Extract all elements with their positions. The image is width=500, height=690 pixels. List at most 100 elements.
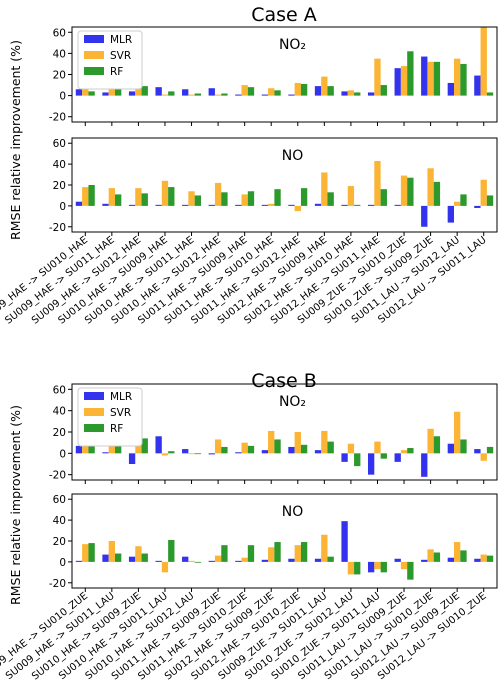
bar-rf bbox=[194, 195, 202, 206]
bar-mlr bbox=[208, 88, 215, 96]
bar-mlr bbox=[235, 204, 242, 206]
y-tick-label: 0 bbox=[59, 557, 66, 569]
bar-rf bbox=[486, 446, 494, 454]
bar-svr bbox=[321, 172, 328, 206]
bar-rf bbox=[327, 556, 334, 562]
bar-svr bbox=[294, 545, 301, 562]
bar-mlr bbox=[288, 558, 295, 562]
bar-mlr bbox=[182, 204, 189, 206]
bar-rf bbox=[88, 91, 95, 96]
bar-svr bbox=[480, 179, 487, 206]
bar-rf bbox=[221, 93, 228, 96]
bar-rf bbox=[221, 446, 228, 454]
legend-swatch-svr bbox=[84, 408, 104, 416]
bar-svr bbox=[135, 86, 142, 96]
bar-rf bbox=[300, 444, 308, 454]
bar-mlr bbox=[421, 56, 428, 96]
bar-mlr bbox=[341, 91, 348, 96]
bar-mlr bbox=[314, 558, 322, 562]
bar-svr bbox=[294, 432, 301, 454]
bar-mlr bbox=[261, 450, 269, 454]
y-tick-label: 0 bbox=[59, 201, 66, 213]
bar-svr bbox=[453, 542, 461, 562]
bar-svr bbox=[161, 453, 169, 456]
y-tick-label: -20 bbox=[49, 222, 66, 234]
bar-mlr bbox=[447, 557, 454, 562]
bar-svr bbox=[374, 441, 381, 454]
bar-rf bbox=[247, 445, 255, 454]
bar-svr bbox=[294, 82, 301, 96]
bar-svr bbox=[82, 544, 89, 562]
panel-label: NO bbox=[282, 148, 304, 164]
bar-svr bbox=[241, 442, 248, 454]
bar-svr bbox=[427, 549, 434, 562]
bar-mlr bbox=[102, 554, 109, 562]
bar-svr bbox=[108, 541, 116, 562]
bar-svr bbox=[321, 534, 328, 562]
bar-mlr bbox=[288, 204, 295, 206]
bar-svr bbox=[321, 76, 328, 96]
bar-svr bbox=[82, 187, 89, 206]
bar-rf bbox=[354, 204, 361, 206]
legend-label-rf: RF bbox=[110, 423, 123, 435]
y-tick-label: 20 bbox=[53, 536, 66, 548]
bar-mlr bbox=[128, 556, 136, 562]
panel-label: NO₂ bbox=[279, 394, 306, 410]
bar-rf bbox=[194, 93, 202, 96]
bar-rf bbox=[354, 453, 361, 467]
bar-svr bbox=[347, 443, 355, 454]
bar-svr bbox=[321, 430, 328, 454]
bar-rf bbox=[433, 61, 441, 96]
bar-mlr bbox=[182, 449, 189, 454]
bar-svr bbox=[400, 561, 408, 570]
bar-mlr bbox=[75, 89, 83, 96]
bar-rf bbox=[141, 438, 148, 454]
bar-svr bbox=[374, 58, 381, 96]
bar-mlr bbox=[75, 445, 83, 454]
bar-svr bbox=[453, 411, 461, 454]
bar-svr bbox=[294, 205, 301, 212]
bar-mlr bbox=[235, 94, 242, 96]
bar-rf bbox=[168, 91, 175, 96]
bar-rf bbox=[433, 552, 441, 562]
case-a-title: Case A bbox=[251, 4, 317, 26]
bar-mlr bbox=[474, 205, 481, 208]
bar-mlr bbox=[421, 453, 428, 477]
axes-frame bbox=[71, 493, 498, 589]
bar-mlr bbox=[102, 452, 109, 454]
bar-rf bbox=[194, 561, 202, 563]
bar-rf bbox=[327, 192, 334, 206]
bar-svr bbox=[135, 188, 142, 206]
bar-mlr bbox=[261, 204, 269, 206]
bar-rf bbox=[460, 63, 467, 96]
bar-rf bbox=[433, 436, 441, 454]
bar-mlr bbox=[421, 559, 428, 562]
plots: -200204060NO₂MLRSVRRF-200204060NOSU009_H… bbox=[0, 26, 498, 682]
bar-rf bbox=[168, 539, 175, 562]
legend: MLR SVR RF bbox=[77, 387, 143, 447]
bar-rf bbox=[221, 545, 228, 562]
bar-svr bbox=[400, 175, 408, 206]
bar-rf bbox=[486, 92, 494, 96]
case-a-ylabel: RMSE relative improvement (%) bbox=[8, 40, 23, 240]
bar-svr bbox=[214, 439, 222, 454]
case-b-no2-panel: -20 0 20 40 60 NO₂ MLR SVR RF bbox=[49, 383, 498, 484]
y-tick-label: -20 bbox=[49, 578, 66, 590]
bar-mlr bbox=[102, 92, 109, 96]
legend-swatch-rf bbox=[84, 67, 104, 75]
bar-rf bbox=[88, 185, 95, 206]
y-tick-label: 0 bbox=[59, 91, 66, 103]
bar-rf bbox=[300, 542, 308, 562]
bar-rf bbox=[300, 84, 308, 96]
bar-mlr bbox=[261, 559, 269, 562]
bar-svr bbox=[135, 546, 142, 562]
bar-svr bbox=[480, 27, 487, 96]
axes-frame bbox=[71, 383, 498, 481]
bar-rf bbox=[460, 550, 467, 562]
bar-rf bbox=[168, 187, 175, 206]
bar-svr bbox=[427, 428, 434, 454]
legend-swatch-svr bbox=[84, 51, 104, 59]
bar-rf bbox=[221, 192, 228, 206]
bar-mlr bbox=[447, 443, 454, 454]
y-tick-label: 60 bbox=[53, 27, 66, 39]
